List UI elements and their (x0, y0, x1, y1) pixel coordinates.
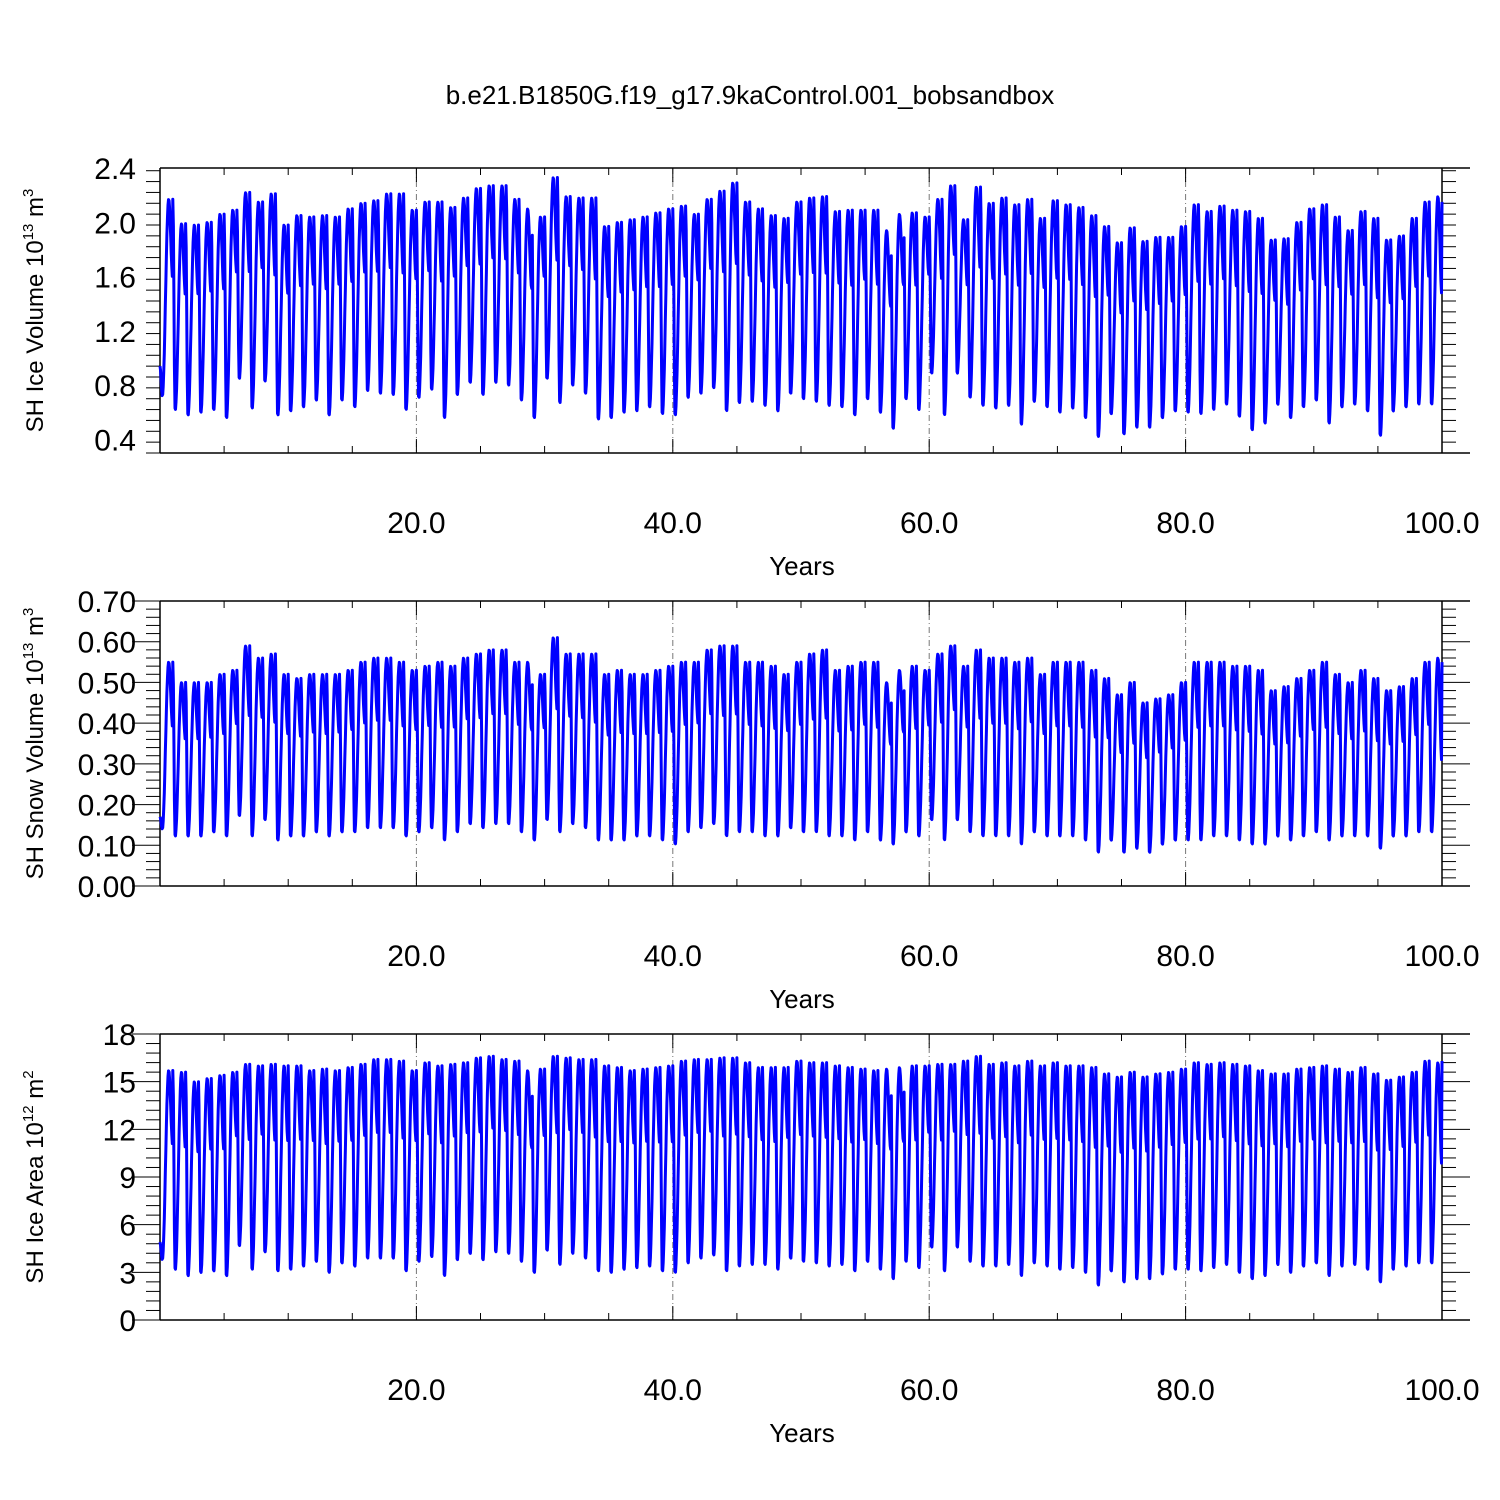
x-axis-label: Years (769, 984, 835, 1014)
x-tick-label: 40.0 (644, 507, 702, 540)
y-tick-label: 6 (119, 1210, 136, 1243)
y-tick-label: 12 (103, 1114, 136, 1147)
x-tick-label: 80.0 (1156, 940, 1214, 973)
x-tick-label: 60.0 (900, 940, 958, 973)
x-tick-label: 100.0 (1404, 940, 1479, 973)
x-axis-label: Years (769, 1418, 835, 1448)
y-tick-label: 2.0 (94, 207, 136, 240)
y-axis-label: SH Ice Area 1012 m2 (20, 1070, 49, 1283)
y-tick-label: 0.70 (78, 586, 136, 619)
y-tick-label: 0.50 (78, 667, 136, 700)
y-tick-label: 2.4 (94, 153, 136, 186)
y-tick-label: 0.20 (78, 790, 136, 823)
y-tick-label: 1.2 (94, 316, 136, 349)
y-tick-label: 0.30 (78, 749, 136, 782)
y-tick-label: 3 (119, 1257, 136, 1290)
y-tick-label: 0.10 (78, 830, 136, 863)
y-tick-label: 0.4 (94, 424, 136, 457)
y-tick-label: 0.00 (78, 871, 136, 904)
x-tick-label: 80.0 (1156, 507, 1214, 540)
series-line (158, 176, 1444, 438)
x-tick-label: 60.0 (900, 1374, 958, 1407)
series-line (158, 1054, 1444, 1287)
x-tick-label: 20.0 (387, 1374, 445, 1407)
chart-title: b.e21.B1850G.f19_g17.9kaControl.001_bobs… (445, 80, 1055, 110)
y-tick-label: 1.6 (94, 262, 136, 295)
y-axis-label: SH Snow Volume 1013 m3 (20, 608, 49, 880)
y-tick-label: 9 (119, 1162, 136, 1195)
x-tick-label: 100.0 (1404, 507, 1479, 540)
y-tick-label: 0.8 (94, 370, 136, 403)
x-tick-label: 40.0 (644, 1374, 702, 1407)
x-tick-label: 40.0 (644, 940, 702, 973)
y-axis-label: SH Ice Volume 1013 m3 (20, 189, 49, 433)
x-tick-label: 20.0 (387, 507, 445, 540)
series-line (158, 636, 1444, 854)
y-tick-label: 0.60 (78, 627, 136, 660)
x-axis-label: Years (769, 551, 835, 581)
x-tick-label: 100.0 (1404, 1374, 1479, 1407)
y-tick-label: 0 (119, 1305, 136, 1338)
y-tick-label: 18 (103, 1019, 136, 1052)
x-tick-label: 60.0 (900, 507, 958, 540)
x-tick-label: 20.0 (387, 940, 445, 973)
y-tick-label: 15 (103, 1067, 136, 1100)
x-tick-label: 80.0 (1156, 1374, 1214, 1407)
y-tick-label: 0.40 (78, 708, 136, 741)
